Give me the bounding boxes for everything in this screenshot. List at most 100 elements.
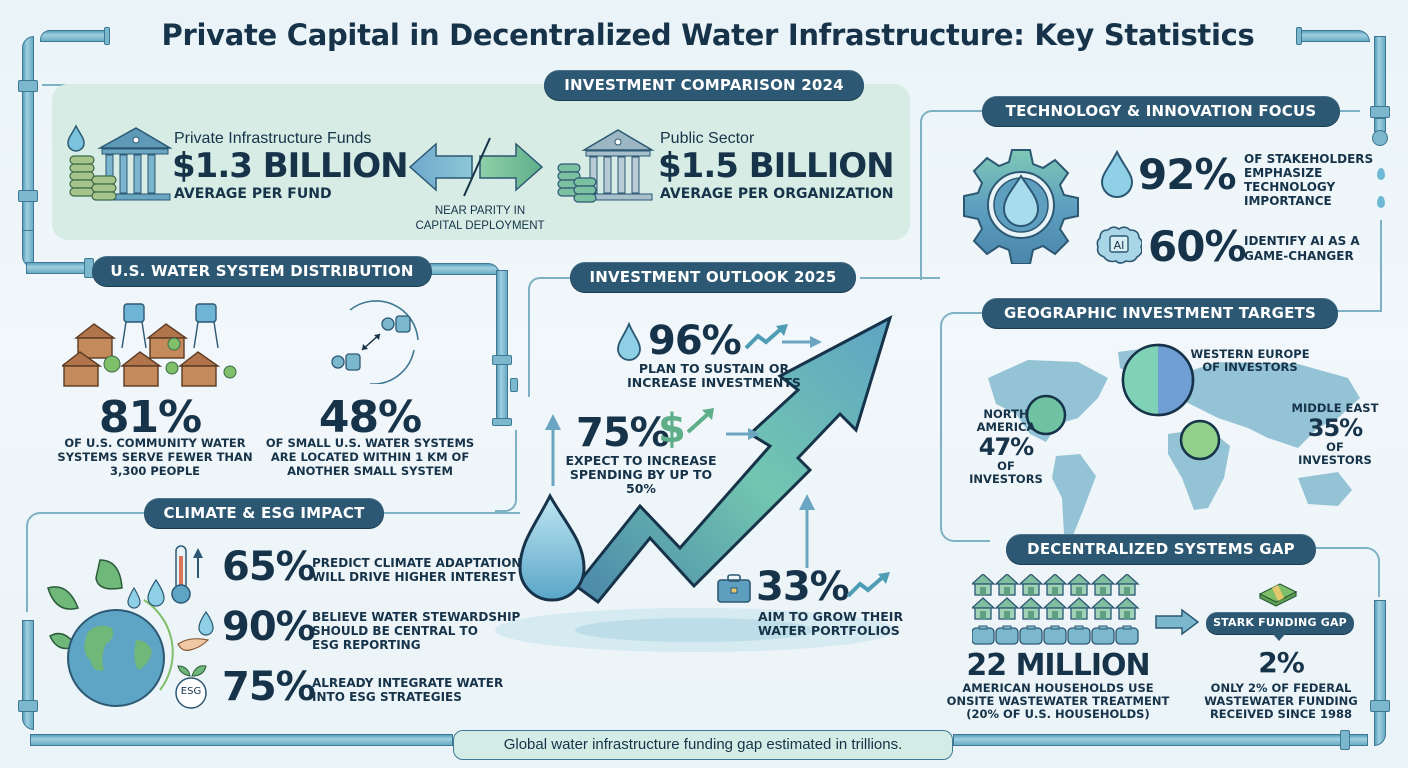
drip-icon	[1377, 196, 1385, 208]
section-heading: INVESTMENT COMPARISON 2024	[544, 70, 864, 100]
double-arrow-icon	[408, 136, 544, 198]
stat-value: 65%	[222, 544, 316, 590]
stat-description: AIM TO GROW THEIR WATER PORTFOLIOS	[758, 610, 903, 638]
nearby-pumps-icon	[326, 300, 422, 384]
private-funds-value: $1.3 BILLION	[172, 146, 409, 186]
stat-line: (20% OF U.S. HOUSEHOLDS)	[966, 707, 1150, 721]
water-drop-icon	[616, 322, 642, 362]
funding-description: ONLY 2% OF FEDERAL WASTEWATER FUNDING RE…	[1196, 682, 1366, 721]
section-heading: TECHNOLOGY & INNOVATION FOCUS	[982, 96, 1340, 126]
stat-line: IDENTIFY AI AS A	[1244, 234, 1360, 248]
stat-line: EMPHASIZE	[1244, 166, 1323, 180]
region-sub: OF INVESTORS	[969, 459, 1043, 486]
funding-gap-pill: STARK FUNDING GAP	[1206, 612, 1354, 634]
stat-line: ARE LOCATED WITHIN 1 KM OF	[270, 450, 470, 464]
stat-line: OF SMALL U.S. WATER SYSTEMS	[265, 436, 475, 450]
stat-line: AMERICAN HOUSEHOLDS USE	[962, 681, 1154, 695]
water-drop-icon	[1100, 150, 1134, 198]
stat-line: SHOULD BE CENTRAL TO	[312, 624, 478, 638]
houses-septic-icon	[972, 574, 1146, 650]
private-funds-sub: AVERAGE PER FUND	[174, 186, 332, 202]
region-north-america: NORTH AMERICA 47% OF INVESTORS	[960, 408, 1052, 486]
stat-value: 96%	[648, 318, 742, 364]
stat-line: PLAN TO SUSTAIN OR	[638, 361, 790, 376]
world-map-icon	[968, 338, 1388, 538]
funding-value: 2%	[1258, 646, 1305, 679]
stat-description: OF U.S. COMMUNITY WATER SYSTEMS SERVE FE…	[40, 436, 270, 478]
page-title: Private Capital in Decentralized Water I…	[161, 18, 1255, 52]
ai-brain-icon: AI	[1096, 224, 1142, 264]
stat-value: 60%	[1148, 222, 1247, 271]
public-sector-sub: AVERAGE PER ORGANIZATION	[660, 186, 894, 202]
parity-line-1: NEAR PARITY IN	[434, 205, 526, 217]
region-name: MIDDLE EAST	[1291, 401, 1379, 415]
section-heading: CLIMATE & ESG IMPACT	[144, 498, 384, 528]
stat-value: 81%	[98, 392, 202, 443]
region-middle-east: MIDDLE EAST 35% OF INVESTORS	[1288, 402, 1382, 467]
stat-line: ONLY 2% OF FEDERAL	[1210, 681, 1352, 695]
parity-caption: NEAR PARITY IN CAPITAL DEPLOYMENT	[400, 204, 560, 234]
stat-line: WATER PORTFOLIOS	[758, 623, 900, 638]
region-name: NORTH	[983, 407, 1029, 421]
private-funds-label: Private Infrastructure Funds	[174, 130, 372, 147]
arrow-right-icon	[1154, 608, 1200, 636]
stat-value: 75%	[222, 664, 316, 710]
stat-line: GAME-CHANGER	[1244, 249, 1354, 263]
stat-line: ALREADY INTEGRATE WATER	[312, 676, 504, 690]
dollar-icon: $	[658, 406, 686, 452]
stat-description: OF SMALL U.S. WATER SYSTEMS ARE LOCATED …	[250, 436, 490, 478]
stat-description: IDENTIFY AI AS A GAME-CHANGER	[1244, 234, 1360, 264]
village-water-towers-icon	[62, 298, 238, 390]
globe-leaves-icon	[40, 540, 220, 720]
stat-line: ONSITE WASTEWATER TREATMENT	[946, 694, 1170, 708]
public-sector-label: Public Sector	[660, 130, 755, 147]
stat-description: PREDICT CLIMATE ADAPTATION WILL DRIVE HI…	[312, 556, 521, 584]
stat-line: EXPECT TO INCREASE	[565, 453, 717, 468]
section-heading: U.S. WATER SYSTEM DISTRIBUTION	[92, 256, 432, 286]
stat-description: PLAN TO SUSTAIN OR INCREASE INVESTMENTS	[614, 362, 814, 390]
stat-description: ALREADY INTEGRATE WATER INTO ESG STRATEG…	[312, 676, 503, 704]
thermometer-rising-icon	[170, 544, 206, 606]
stat-description: OF STAKEHOLDERS EMPHASIZE TECHNOLOGY IMP…	[1244, 152, 1373, 208]
stat-line: WILL DRIVE HIGHER INTEREST	[312, 570, 516, 584]
drip-icon	[1377, 168, 1385, 180]
region-sub: OF INVESTORS	[1298, 440, 1372, 467]
section-heading: INVESTMENT OUTLOOK 2025	[570, 262, 856, 292]
trend-up-icon	[846, 570, 892, 600]
cash-stack-icon	[1258, 580, 1298, 608]
region-western-europe: WESTERN EUROPE OF INVESTORS	[1180, 348, 1320, 374]
section-heading: DECENTRALIZED SYSTEMS GAP	[1006, 534, 1316, 564]
stat-line: INTO ESG STRATEGIES	[312, 690, 462, 704]
gear-droplet-icon	[962, 146, 1080, 264]
stat-value: 48%	[318, 392, 422, 443]
stat-line: PREDICT CLIMATE ADAPTATION	[312, 556, 522, 570]
bank-coins-icon	[556, 128, 656, 204]
esg-badge-text: ESG	[180, 686, 202, 697]
stat-line: SPENDING BY UP TO 50%	[569, 467, 713, 496]
trend-up-icon	[744, 322, 790, 352]
stat-line: BELIEVE WATER STEWARDSHIP	[312, 610, 521, 624]
stat-line: TECHNOLOGY	[1244, 180, 1336, 194]
stat-value: 90%	[222, 604, 316, 650]
region-value: 35%	[1307, 414, 1363, 442]
region-name: WESTERN EUROPE	[1190, 347, 1310, 361]
stat-line: AIM TO GROW THEIR	[758, 609, 904, 624]
bank-coins-droplet-icon	[66, 124, 172, 204]
stat-line: ESG REPORTING	[312, 638, 421, 652]
stat-line: OF STAKEHOLDERS	[1244, 152, 1374, 166]
stat-line: INCREASE INVESTMENTS	[627, 375, 801, 390]
stat-value: 33%	[756, 564, 850, 610]
section-heading: GEOGRAPHIC INVESTMENT TARGETS	[982, 298, 1338, 328]
parity-line-2: CAPITAL DEPLOYMENT	[415, 220, 545, 232]
public-sector-value: $1.5 BILLION	[658, 146, 895, 186]
rising-trend-arrow-icon	[480, 296, 940, 676]
stat-line: ANOTHER SMALL SYSTEM	[287, 464, 453, 478]
stat-line: WASTEWATER FUNDING	[1204, 694, 1358, 708]
pill-pointer	[1272, 633, 1286, 641]
svg-text:AI: AI	[1114, 239, 1125, 252]
households-description: AMERICAN HOUSEHOLDS USE ONSITE WASTEWATE…	[936, 682, 1180, 721]
stat-line: RECEIVED SINCE 1988	[1209, 707, 1353, 721]
region-value: 47%	[978, 433, 1034, 461]
region-name: AMERICA	[976, 420, 1036, 434]
stat-value: 92%	[1138, 150, 1237, 199]
